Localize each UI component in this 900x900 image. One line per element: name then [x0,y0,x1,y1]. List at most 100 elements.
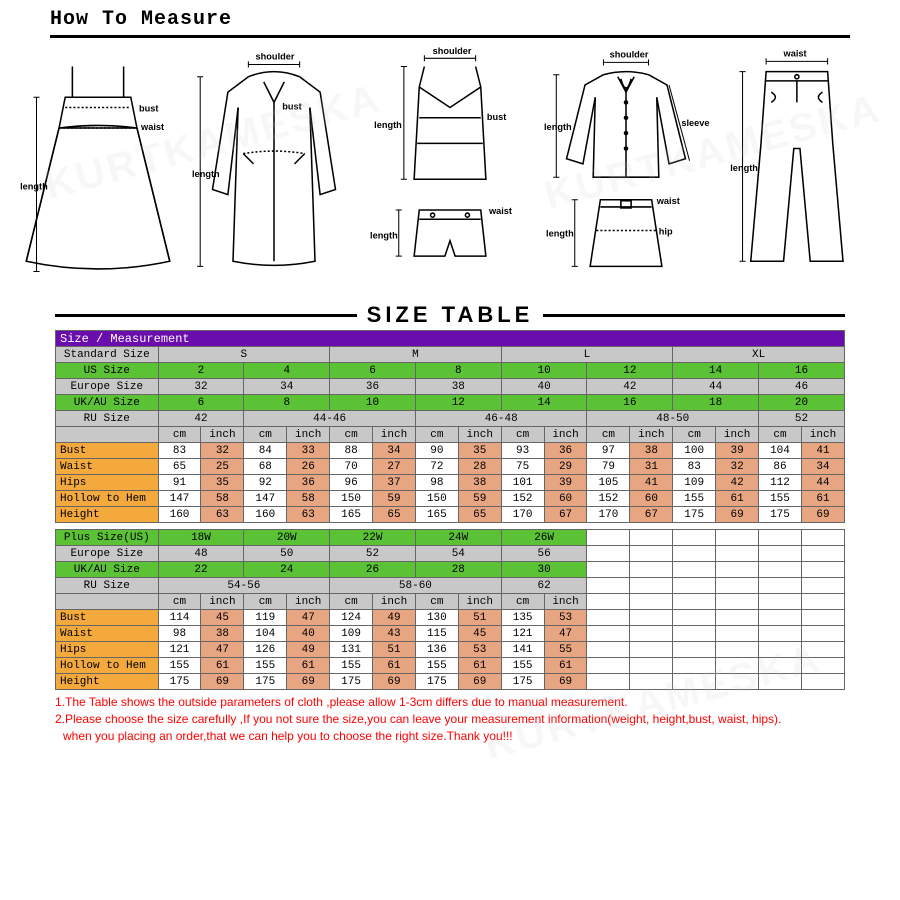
measure-cell: 61 [287,658,330,674]
blank [759,578,802,594]
note-1: 1.The Table shows the outside parameters… [55,694,845,711]
blank [630,546,673,562]
measure-cell: 98 [158,626,201,642]
blank [759,642,802,658]
diagram-pants: waist length [714,46,890,292]
measure-cell: 141 [501,642,544,658]
cell: 26 [330,562,416,578]
unit-cell: inch [373,594,416,610]
blank [587,610,630,626]
tables-container: Size / MeasurementStandard SizeSMLXLUS S… [0,330,900,690]
measure-cell: 36 [544,443,587,459]
measure-cell: 25 [201,459,244,475]
measure-cell: 39 [544,475,587,491]
measure-cell: 31 [630,459,673,475]
measure-cell: 160 [158,507,201,523]
blank [801,658,844,674]
cell: 34 [244,379,330,395]
measure-cell: 69 [544,674,587,690]
measure-cell: 175 [759,507,802,523]
measure-label: Hollow to Hem [56,658,159,674]
blank [716,610,759,626]
cell: 20W [244,530,330,546]
measure-cell: 35 [201,475,244,491]
blank [673,610,716,626]
cell: 32 [158,379,244,395]
cell: 42 [587,379,673,395]
svg-text:length: length [730,163,758,173]
unit-cell: cm [158,594,201,610]
measure-cell: 69 [801,507,844,523]
blank [673,546,716,562]
measure-cell: 91 [158,475,201,491]
blank [630,594,673,610]
blank [673,626,716,642]
size-table-title: SIZE TABLE [357,302,544,328]
cell: 44 [673,379,759,395]
cell: 8 [415,363,501,379]
unit-cell: inch [716,427,759,443]
blank [716,674,759,690]
svg-text:waist: waist [488,206,512,216]
measure-cell: 165 [330,507,373,523]
unit-cell: cm [415,427,458,443]
blank [587,562,630,578]
cell: 14 [501,395,587,411]
blank [673,642,716,658]
blank [801,642,844,658]
cell: XL [673,347,845,363]
measure-cell: 109 [330,626,373,642]
measure-cell: 152 [587,491,630,507]
cell: 18W [158,530,244,546]
measure-label: Hips [56,475,159,491]
measure-cell: 42 [716,475,759,491]
measure-cell: 67 [544,507,587,523]
cell: 22 [158,562,244,578]
measure-cell: 69 [716,507,759,523]
measure-cell: 114 [158,610,201,626]
measure-cell: 69 [201,674,244,690]
svg-text:waist: waist [783,48,807,58]
cell: 16 [587,395,673,411]
measure-cell: 136 [415,642,458,658]
measure-label: Height [56,674,159,690]
measure-label: Waist [56,626,159,642]
cell: 50 [244,546,330,562]
measure-cell: 38 [630,443,673,459]
measure-cell: 86 [759,459,802,475]
measure-cell: 170 [587,507,630,523]
blank [587,546,630,562]
measure-cell: 65 [158,459,201,475]
measure-cell: 83 [673,459,716,475]
cell: 40 [501,379,587,395]
blank [759,626,802,642]
unit-cell: cm [244,594,287,610]
measure-cell: 109 [673,475,716,491]
notes: 1.The Table shows the outside parameters… [0,690,900,744]
measure-cell: 175 [415,674,458,690]
measure-cell: 60 [630,491,673,507]
measure-cell: 33 [287,443,330,459]
measure-cell: 37 [373,475,416,491]
cell: S [158,347,330,363]
measure-cell: 155 [330,658,373,674]
cell: 12 [587,363,673,379]
measure-cell: 84 [244,443,287,459]
row-label: Standard Size [56,347,159,363]
blank [759,530,802,546]
cell: 18 [673,395,759,411]
blank [716,562,759,578]
row-label: Europe Size [56,379,159,395]
row-label: Plus Size(US) [56,530,159,546]
measure-cell: 38 [458,475,501,491]
measure-cell: 61 [458,658,501,674]
size-table-main: Size / MeasurementStandard SizeSMLXLUS S… [55,330,845,523]
blank [801,610,844,626]
measure-cell: 135 [501,610,544,626]
unit-cell: cm [415,594,458,610]
unit-cell: inch [544,594,587,610]
measure-cell: 34 [801,459,844,475]
measure-cell: 59 [373,491,416,507]
cell: M [330,347,502,363]
blank [630,578,673,594]
